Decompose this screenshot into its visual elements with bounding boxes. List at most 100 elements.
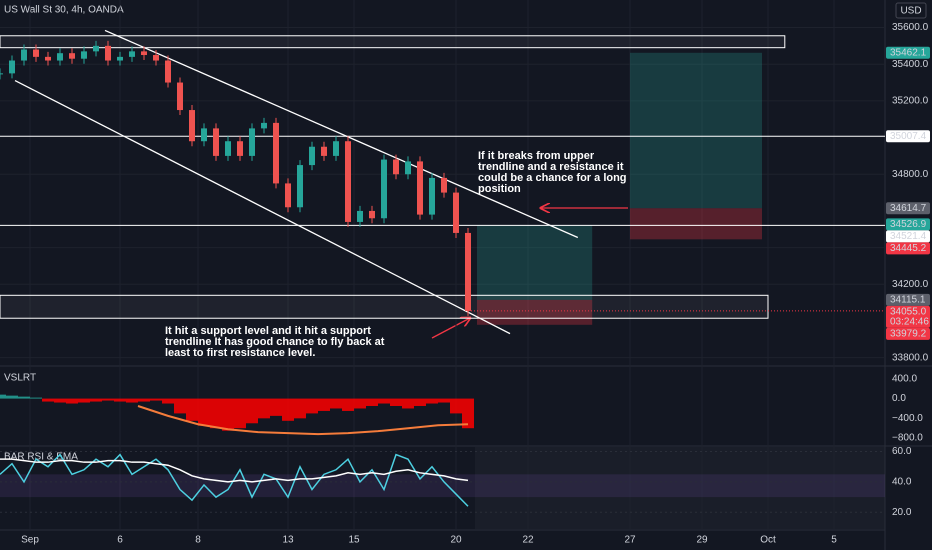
candle [117, 56, 123, 61]
candle [381, 159, 387, 219]
x-tick-label: 5 [831, 535, 837, 546]
histogram-bar [210, 398, 222, 429]
level-box [0, 35, 786, 49]
y-tick-label: −800.0 [892, 433, 923, 444]
histogram-bar [66, 398, 78, 404]
histogram-bar [90, 398, 102, 402]
histogram-bar [294, 398, 306, 419]
price-label-bg [886, 202, 930, 215]
candle [333, 141, 339, 156]
candle [237, 141, 243, 156]
histogram-bar [270, 398, 282, 416]
histogram-bar [234, 398, 246, 429]
y-tick-label: 60.0 [892, 446, 912, 457]
price-label-bg [886, 230, 930, 243]
x-tick-label: 15 [348, 535, 360, 546]
candle [261, 122, 267, 129]
candle [285, 183, 291, 208]
level-box [0, 294, 769, 319]
candle [225, 141, 231, 156]
histogram-bar [318, 398, 330, 411]
price-label: 34115.1 [890, 295, 926, 306]
histogram-bar [18, 396, 30, 399]
candle [393, 159, 399, 175]
candle [141, 51, 147, 56]
candle [69, 53, 75, 59]
price-label: 35007.4 [890, 131, 927, 142]
annotation: If it breaks from upper trendline and a r… [478, 150, 627, 195]
price-label: 34521.4 [890, 231, 927, 242]
symbol-title: US Wall St 30, 4h, OANDA [4, 5, 124, 16]
y-tick-label: 400.0 [892, 373, 917, 384]
histogram-bar [78, 398, 90, 403]
candle [465, 232, 471, 311]
x-tick-label: 8 [195, 535, 201, 546]
price-label-bg [886, 130, 930, 143]
histogram-bar [342, 398, 354, 411]
candle [165, 60, 171, 83]
rsi-line [0, 458, 469, 483]
pane-title: BAR RSI & EMA [4, 452, 78, 463]
y-tick-label: −400.0 [892, 413, 923, 424]
candle [321, 146, 327, 156]
histogram-bar [174, 398, 186, 414]
candle [297, 165, 303, 208]
price-label: 34055.0 [890, 307, 927, 318]
candle [33, 49, 39, 57]
histogram-bar [402, 398, 414, 409]
histogram-bar [438, 398, 450, 403]
histogram-bar [366, 398, 378, 406]
trendline [14, 79, 511, 335]
y-tick-label: 35400.0 [892, 59, 929, 70]
candle [369, 210, 375, 219]
y-tick-label: 34800.0 [892, 169, 929, 180]
price-label-bg [886, 242, 930, 255]
y-tick-label: 35200.0 [892, 96, 929, 107]
price-label-bg [886, 305, 930, 328]
arrow [431, 318, 470, 339]
candle [129, 51, 135, 57]
candle [0, 73, 3, 75]
candle [213, 128, 219, 156]
x-tick-label: 13 [282, 535, 294, 546]
histogram-bar [354, 398, 366, 409]
position-target [630, 52, 762, 209]
price-label: 34526.9 [890, 219, 927, 230]
candle [429, 177, 435, 215]
price-label-bg [886, 218, 930, 231]
x-tick-label: Sep [21, 535, 39, 546]
position-target [477, 225, 593, 300]
candle [105, 45, 111, 61]
histogram-bar [330, 398, 342, 409]
y-tick-label: 33800.0 [892, 352, 929, 363]
y-tick-label: 34200.0 [892, 279, 929, 290]
candle [417, 161, 423, 215]
candle [345, 141, 351, 222]
histogram-bar [246, 398, 258, 424]
candle [177, 82, 183, 111]
price-label: 34445.2 [890, 243, 927, 254]
pane-title: VSLRT [4, 373, 36, 384]
histogram-bar [306, 398, 318, 414]
price-label: 34614.7 [890, 203, 927, 214]
histogram-bar [0, 394, 6, 399]
histogram-bar [102, 398, 114, 401]
candle [201, 128, 207, 142]
currency-box[interactable] [895, 2, 927, 19]
candle [57, 53, 63, 61]
price-label: 35462.1 [890, 47, 927, 58]
y-tick-label: 20.0 [892, 507, 912, 518]
histogram-bar [138, 398, 150, 402]
histogram-bar [462, 398, 474, 429]
price-label-bg [886, 327, 930, 340]
histogram-bar [126, 398, 138, 403]
price-label: 33979.2 [890, 329, 927, 340]
x-tick-label: Oct [760, 535, 776, 546]
histogram-bar [390, 398, 402, 406]
histogram-bar [426, 398, 438, 404]
candle [441, 177, 447, 193]
currency: USD [900, 6, 921, 17]
candle [189, 110, 195, 142]
candle [81, 51, 87, 59]
histogram-bar [198, 398, 210, 426]
